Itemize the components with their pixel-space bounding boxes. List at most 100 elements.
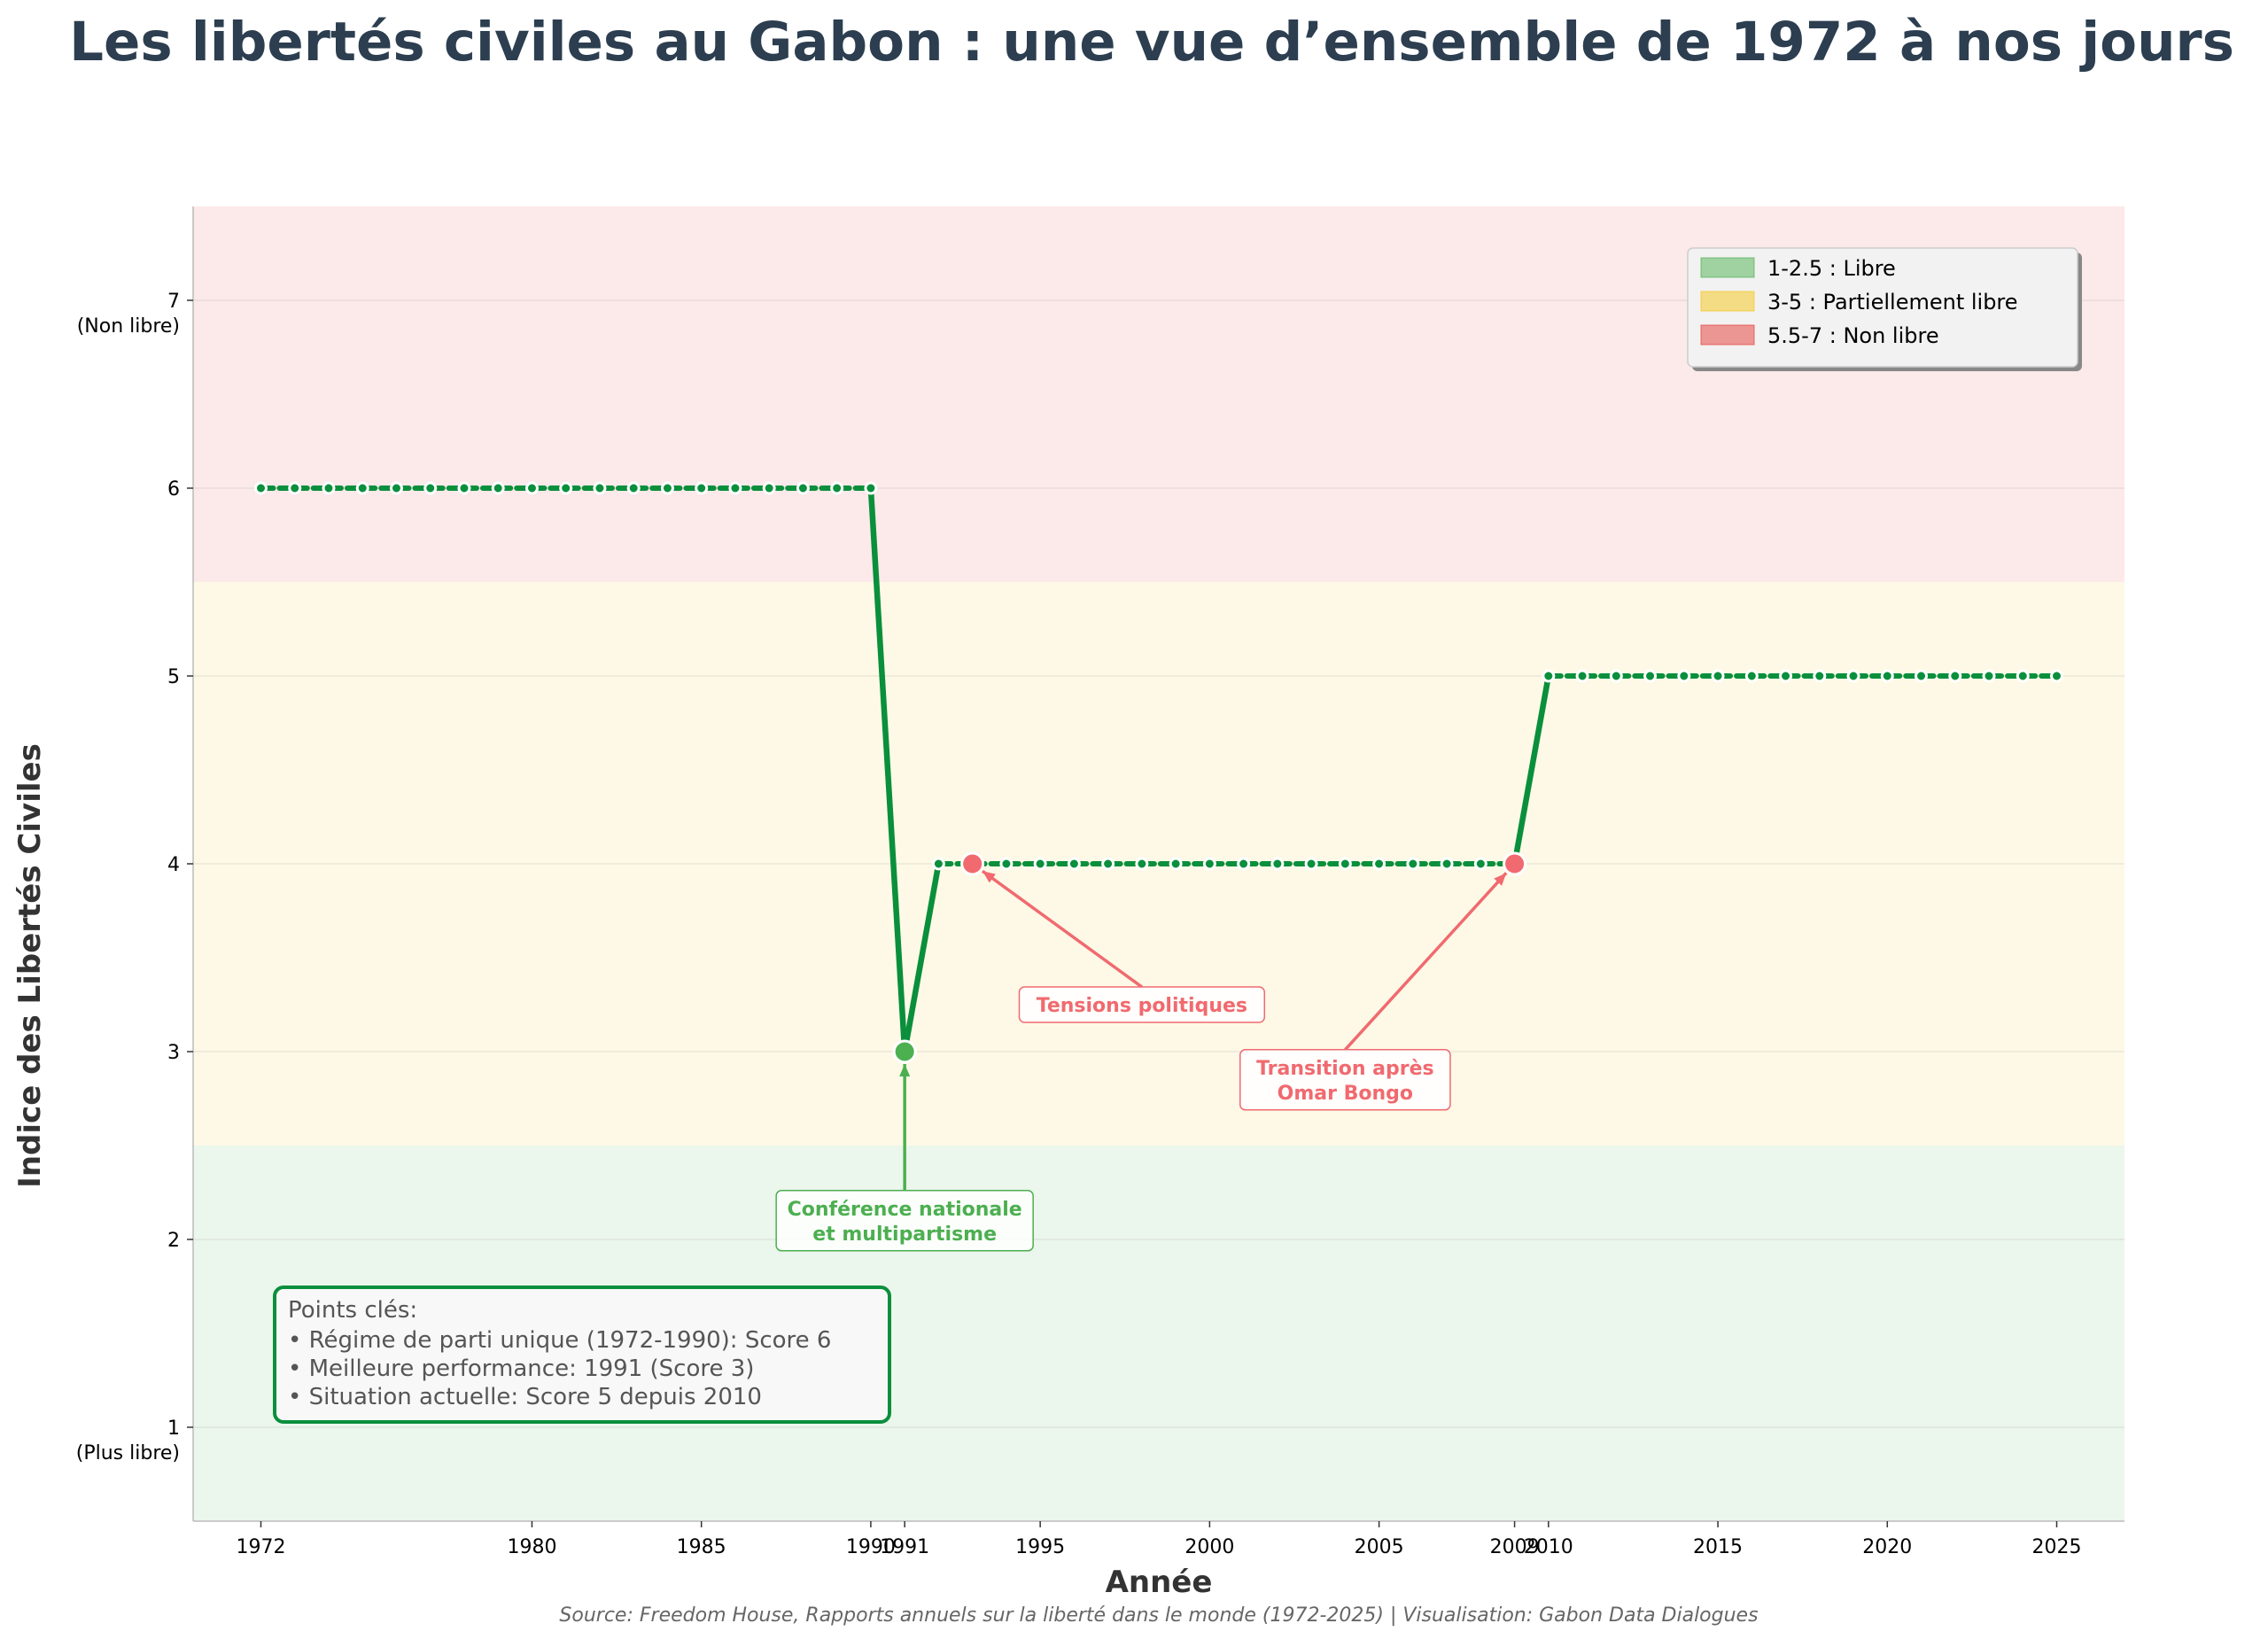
data-point bbox=[2016, 669, 2030, 683]
key-point-item: • Situation actuelle: Score 5 depuis 201… bbox=[288, 1384, 762, 1410]
data-point bbox=[1338, 857, 1352, 871]
data-point bbox=[931, 857, 945, 871]
data-point bbox=[999, 857, 1014, 871]
x-tick-label: 2010 bbox=[1524, 1536, 1573, 1558]
x-tick-label: 1980 bbox=[507, 1536, 556, 1558]
y-tick-sublabel: (Plus libre) bbox=[76, 1442, 180, 1464]
x-tick-label: 1972 bbox=[236, 1536, 285, 1558]
x-tick-label: 1990 bbox=[846, 1536, 896, 1558]
axes: 1(Plus libre) 2 3 4 5 6 7(Non libre) 1972 1980 19… bbox=[76, 206, 2124, 1558]
annotation-label: Transition après bbox=[1256, 1058, 1434, 1080]
x-tick-label: 2005 bbox=[1355, 1536, 1404, 1558]
highlight-point bbox=[892, 1039, 917, 1064]
legend-swatch bbox=[1700, 257, 1755, 278]
series-segment-change bbox=[1511, 672, 1552, 867]
series-segment-change bbox=[901, 860, 942, 1055]
key-points-box: Points clés: • Régime de parti unique (1… bbox=[273, 1286, 891, 1424]
annotation-label: Conférence nationale bbox=[788, 1199, 1022, 1221]
data-point bbox=[1915, 669, 1929, 683]
data-point bbox=[864, 481, 878, 495]
x-tick-label: 2000 bbox=[1184, 1536, 1234, 1558]
data-point bbox=[1609, 669, 1623, 683]
annotation-box bbox=[1239, 1049, 1451, 1111]
data-point bbox=[355, 481, 369, 495]
legend-label: 5.5-7 : Non libre bbox=[1767, 323, 1939, 348]
data-point bbox=[1779, 669, 1793, 683]
x-tick-label: 2020 bbox=[1862, 1536, 1912, 1558]
y-tick-label: 4 bbox=[167, 854, 180, 876]
data-point bbox=[423, 481, 438, 495]
series-segment-change bbox=[867, 485, 908, 1055]
annotation-arrowhead bbox=[899, 1064, 911, 1076]
legend-label: 3-5 : Partiellement libre bbox=[1767, 290, 2018, 315]
data-point bbox=[1033, 857, 1047, 871]
data-point bbox=[1744, 669, 1759, 683]
data-point bbox=[1711, 669, 1725, 683]
data-point bbox=[389, 481, 403, 495]
data-point bbox=[593, 481, 607, 495]
data-point bbox=[1542, 669, 1556, 683]
highlight-point bbox=[1503, 851, 1527, 876]
y-tick-label: 1 bbox=[167, 1418, 180, 1440]
data-point bbox=[1677, 669, 1691, 683]
data-point bbox=[695, 481, 709, 495]
data-point bbox=[660, 481, 674, 495]
data-point bbox=[322, 481, 336, 495]
y-tick-label: 5 bbox=[167, 666, 180, 688]
data-point bbox=[796, 481, 810, 495]
data-point bbox=[1202, 857, 1216, 871]
y-tick-label: 3 bbox=[167, 1042, 180, 1064]
data-point bbox=[253, 481, 268, 495]
annotation-label: et multipartisme bbox=[812, 1223, 997, 1246]
key-points-title: Points clés: bbox=[288, 1297, 417, 1324]
annotation-label: Tensions politiques bbox=[1037, 995, 1247, 1017]
data-point bbox=[1813, 669, 1827, 683]
data-point bbox=[491, 481, 505, 495]
x-tick-label: 2009 bbox=[1490, 1536, 1540, 1558]
data-point bbox=[457, 481, 471, 495]
data-point bbox=[1237, 857, 1251, 871]
data-point bbox=[1948, 669, 1962, 683]
data-point bbox=[1101, 857, 1115, 871]
annotation-box bbox=[775, 1190, 1034, 1252]
data-point bbox=[1982, 669, 1996, 683]
data-point bbox=[1643, 669, 1658, 683]
y-tick-label: 7 bbox=[167, 291, 180, 313]
data-point bbox=[1440, 857, 1454, 871]
y-tick-label: 6 bbox=[167, 478, 180, 501]
data-point bbox=[1846, 669, 1860, 683]
annotation-label: Omar Bongo bbox=[1278, 1083, 1413, 1105]
data-point bbox=[559, 481, 573, 495]
x-tick-label: 2025 bbox=[2032, 1536, 2082, 1558]
data-point bbox=[1406, 857, 1420, 871]
data-point bbox=[1169, 857, 1183, 871]
data-point bbox=[1304, 857, 1318, 871]
series-layer bbox=[253, 481, 2064, 1064]
legend-label: 1-2.5 : Libre bbox=[1767, 256, 1896, 281]
legend-swatch bbox=[1700, 291, 1755, 312]
legend: 1-2.5 : Libre 3-5 : Partiellement libre 5.… bbox=[1687, 247, 2082, 371]
data-point bbox=[1473, 857, 1487, 871]
data-point bbox=[762, 481, 776, 495]
data-point bbox=[1372, 857, 1386, 871]
data-point bbox=[626, 481, 641, 495]
annotation-box bbox=[1018, 986, 1266, 1023]
annotation-arrowhead bbox=[1494, 873, 1507, 886]
data-point bbox=[1067, 857, 1081, 871]
source-note: Source: Freedom House, Rapports annuels … bbox=[559, 1604, 1758, 1627]
y-axis-label: Indice des Libertés Civiles bbox=[12, 743, 48, 1188]
data-point bbox=[1135, 857, 1149, 871]
x-tick-label: 1995 bbox=[1015, 1536, 1065, 1558]
legend-items: 1-2.5 : Libre 3-5 : Partiellement libre 5.… bbox=[1700, 256, 2018, 348]
highlight-point bbox=[960, 851, 985, 876]
data-point bbox=[728, 481, 742, 495]
annotation-arrow bbox=[1344, 872, 1508, 1051]
x-tick-label: 2015 bbox=[1693, 1536, 1743, 1558]
key-points-frame bbox=[273, 1286, 891, 1424]
data-point bbox=[524, 481, 539, 495]
data-point bbox=[1575, 669, 1589, 683]
x-tick-label: 1991 bbox=[880, 1536, 929, 1558]
y-tick-sublabel: (Non libre) bbox=[77, 315, 180, 338]
